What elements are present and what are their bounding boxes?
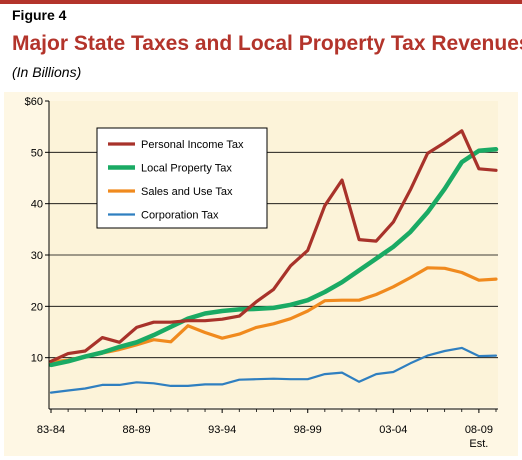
legend-label: Sales and Use Tax: [141, 186, 233, 198]
x-tick-label: 03-04: [379, 424, 407, 436]
legend-label: Personal Income Tax: [141, 139, 244, 151]
x-tick-sublabel: Est.: [469, 438, 488, 450]
figure-label: Figure 4: [12, 7, 67, 23]
y-tick-label: 10: [31, 353, 43, 365]
x-tick-label: 93-94: [208, 424, 236, 436]
series-line-local-property-tax: [48, 147, 499, 368]
series-line-corporation-tax: [49, 346, 498, 394]
legend-label: Corporation Tax: [141, 210, 219, 222]
series-line-sales-and-use-tax: [49, 266, 498, 364]
chart-subtitle: (In Billions): [12, 64, 82, 80]
tick-labels: 10 20 30 40 50 $60 83-84 88-89 93-94 98-99 03-04 08…: [25, 96, 497, 450]
legend-label: Local Property Tax: [141, 163, 232, 175]
y-tick-label: 30: [31, 250, 43, 262]
y-tick-label: 40: [31, 199, 43, 211]
y-tick-label: $60: [25, 96, 43, 108]
chart-title: Major State Taxes and Local Property Tax…: [12, 32, 522, 55]
x-tick-label: 88-89: [123, 424, 151, 436]
y-tick-label: 20: [31, 301, 43, 313]
top-rule: [0, 0, 522, 4]
legend: Personal Income Tax Local Property Tax Sal…: [96, 127, 268, 229]
series-layer: [48, 129, 499, 394]
x-tick-label: 83-84: [37, 424, 65, 436]
y-tick-label: 50: [31, 147, 43, 159]
x-tick-label: 98-99: [294, 424, 322, 436]
series-line-personal-income-tax: [49, 129, 498, 363]
x-tick-label: 08-09: [465, 424, 493, 436]
